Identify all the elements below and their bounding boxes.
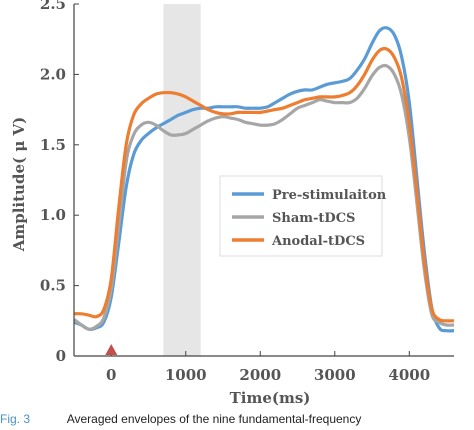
x-tick-label: 1000 bbox=[165, 366, 207, 384]
series-line-1 bbox=[73, 26, 455, 333]
stimulus-onset-marker bbox=[105, 344, 118, 355]
y-tick-label: 0.5 bbox=[40, 277, 66, 295]
y-tick-label: 2.5 bbox=[40, 0, 66, 13]
y-tick-label: 1.5 bbox=[40, 136, 66, 154]
x-axis-title: Time(ms) bbox=[230, 389, 311, 407]
legend: Pre-stimulaiton Sham-tDCS Anodal-tDCS bbox=[219, 175, 387, 257]
figure-caption: Fig. 3 Averaged envelopes of the nine fu… bbox=[0, 412, 474, 426]
y-tick-label: 2.0 bbox=[40, 65, 66, 83]
x-tick-label: 2000 bbox=[239, 366, 281, 384]
figure-caption-text: Averaged envelopes of the nine fundament… bbox=[66, 412, 362, 426]
y-axis-title: Amplitude( μ V) bbox=[10, 117, 28, 253]
shaded-time-window bbox=[163, 4, 201, 356]
y-tick-label: 1.0 bbox=[40, 206, 66, 224]
amplitude-line-chart: 0 1000 2000 3000 4000 0 0.5 1.0 1.5 2.0 2.5 Time(m… bbox=[10, 0, 455, 407]
figure-number: Fig. 3 bbox=[0, 412, 31, 426]
series-line-3 bbox=[73, 46, 455, 323]
x-tick-label: 4000 bbox=[388, 366, 430, 384]
y-tick-label: 0 bbox=[56, 347, 66, 365]
legend-label-3: Anodal-tDCS bbox=[271, 234, 365, 249]
x-tick-label: 3000 bbox=[314, 366, 356, 384]
x-tick-label: 0 bbox=[106, 366, 116, 384]
series-line-2 bbox=[73, 63, 455, 331]
legend-label-1: Pre-stimulaiton bbox=[272, 188, 387, 203]
legend-label-2: Sham-tDCS bbox=[272, 211, 355, 226]
